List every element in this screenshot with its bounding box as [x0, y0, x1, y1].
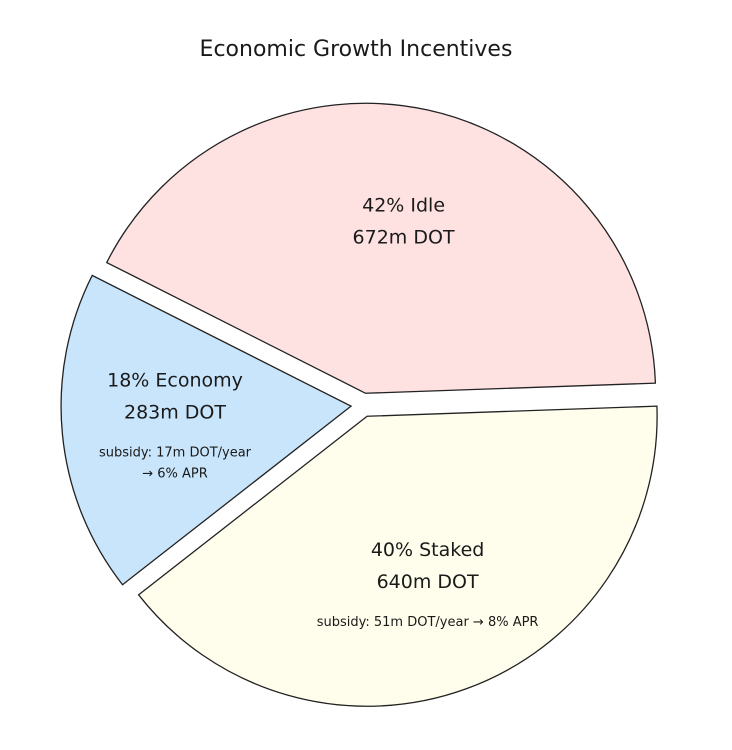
slice-amount-idle: 672m DOT — [353, 227, 455, 249]
slice-label-staked: 40% Staked — [371, 539, 485, 561]
slice-subsidy-staked: subsidy: 51m DOT/year → 8% APR — [317, 615, 539, 630]
slice-amount-economy: 283m DOT — [124, 401, 226, 423]
pie-slice-idle — [105, 102, 657, 394]
pie-slice-economy — [60, 274, 353, 586]
slice-subsidy-economy: subsidy: 17m DOT/year — [99, 446, 252, 461]
pie-labels: 40% Staked 640m DOT subsidy: 51m DOT/year … — [99, 195, 539, 631]
pie-slice-staked — [137, 405, 658, 707]
chart-title: Economic Growth Incentives — [200, 37, 513, 62]
slice-subsidy-economy: → 6% APR — [142, 467, 208, 482]
slice-label-idle: 42% Idle — [362, 195, 445, 217]
slice-label-economy: 18% Economy — [107, 369, 243, 391]
slice-amount-staked: 640m DOT — [377, 571, 479, 593]
pie-slices — [60, 102, 658, 707]
